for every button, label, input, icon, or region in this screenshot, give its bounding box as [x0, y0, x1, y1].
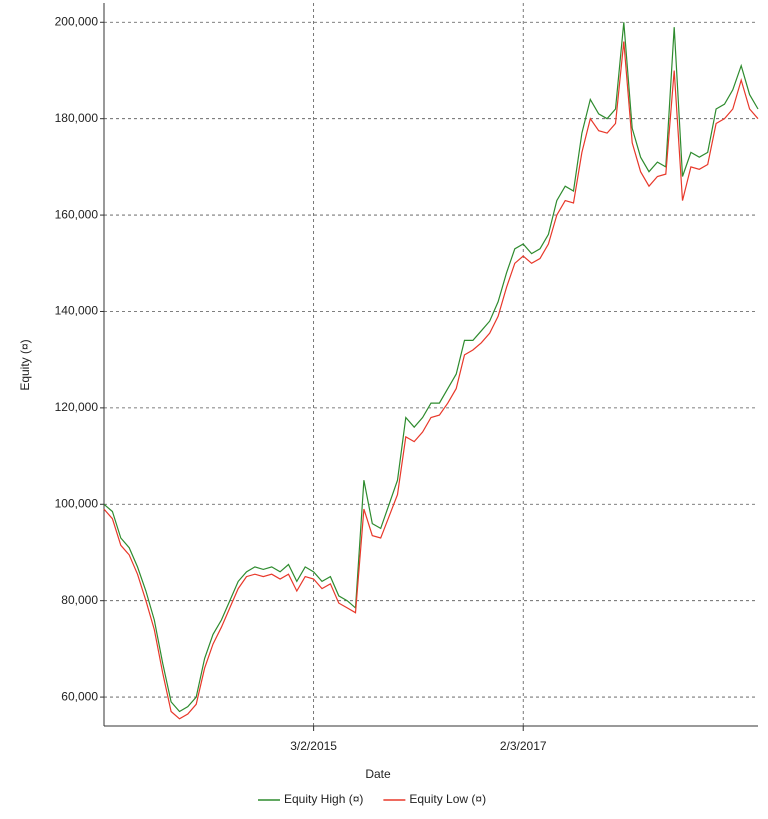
- x-axis-label: Date: [365, 767, 391, 781]
- x-tick-label: 2/3/2017: [500, 739, 547, 753]
- legend-label: Equity High (¤): [284, 792, 363, 806]
- series-line: [103, 22, 759, 713]
- y-tick-label: 180,000: [55, 111, 99, 125]
- legend-label: Equity Low (¤): [409, 792, 486, 806]
- series-line: [103, 41, 759, 720]
- y-tick-label: 160,000: [55, 207, 99, 221]
- y-tick-label: 80,000: [61, 593, 98, 607]
- x-tick-label: 3/2/2015: [290, 739, 337, 753]
- y-tick-label: 120,000: [55, 400, 99, 414]
- y-tick-label: 140,000: [55, 304, 99, 318]
- y-axis-label: Equity (¤): [18, 339, 32, 390]
- y-tick-label: 60,000: [61, 689, 98, 703]
- y-tick-label: 100,000: [55, 496, 99, 510]
- y-tick-label: 200,000: [55, 14, 99, 28]
